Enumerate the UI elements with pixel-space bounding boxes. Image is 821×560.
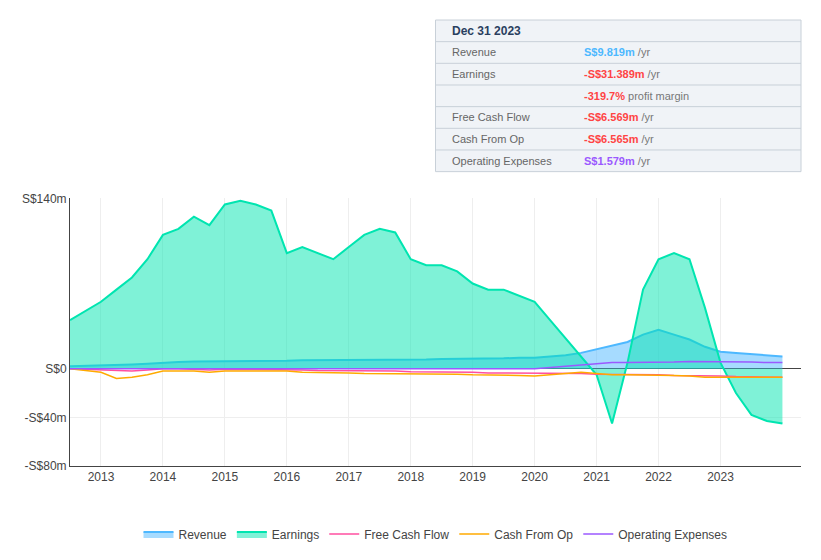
svg-text:Cash From Op: Cash From Op xyxy=(452,133,524,145)
svg-text:-S$31.389m /yr: -S$31.389m /yr xyxy=(584,68,660,80)
svg-text:2013: 2013 xyxy=(88,470,115,484)
svg-text:-S$6.565m /yr: -S$6.565m /yr xyxy=(584,133,654,145)
svg-text:Revenue: Revenue xyxy=(452,46,496,58)
svg-text:Free Cash Flow: Free Cash Flow xyxy=(452,111,530,123)
svg-text:Earnings: Earnings xyxy=(452,68,496,80)
svg-text:-S$80m: -S$80m xyxy=(25,459,67,473)
svg-text:S$1.579m /yr: S$1.579m /yr xyxy=(584,155,650,167)
svg-text:-S$40m: -S$40m xyxy=(25,411,67,425)
svg-text:2022: 2022 xyxy=(645,470,672,484)
svg-text:2015: 2015 xyxy=(212,470,239,484)
svg-text:-319.7% profit margin: -319.7% profit margin xyxy=(584,90,689,102)
svg-text:S$9.819m /yr: S$9.819m /yr xyxy=(584,46,650,58)
svg-text:Operating Expenses: Operating Expenses xyxy=(452,155,552,167)
svg-text:2023: 2023 xyxy=(707,470,734,484)
svg-text:2017: 2017 xyxy=(335,470,362,484)
svg-text:2019: 2019 xyxy=(459,470,486,484)
svg-text:Earnings: Earnings xyxy=(272,528,319,542)
svg-text:Cash From Op: Cash From Op xyxy=(494,528,573,542)
svg-text:Dec 31 2023: Dec 31 2023 xyxy=(452,24,521,38)
svg-text:2014: 2014 xyxy=(150,470,177,484)
svg-text:S$0: S$0 xyxy=(45,362,67,376)
svg-text:2020: 2020 xyxy=(521,470,548,484)
svg-text:Revenue: Revenue xyxy=(179,528,227,542)
svg-text:S$140m: S$140m xyxy=(22,192,67,206)
svg-text:Free Cash Flow: Free Cash Flow xyxy=(364,528,449,542)
svg-text:2016: 2016 xyxy=(273,470,300,484)
svg-text:2021: 2021 xyxy=(583,470,610,484)
svg-text:-S$6.569m /yr: -S$6.569m /yr xyxy=(584,111,654,123)
svg-text:Operating Expenses: Operating Expenses xyxy=(618,528,727,542)
svg-text:2018: 2018 xyxy=(397,470,424,484)
